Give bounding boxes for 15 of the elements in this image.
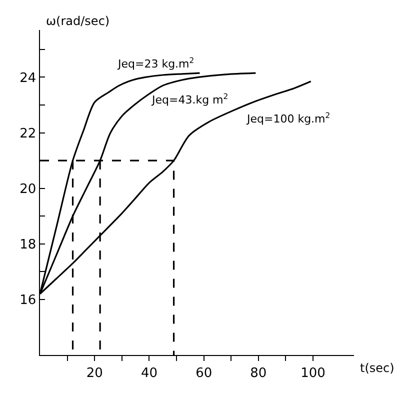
x-tick-label: 80 (250, 366, 267, 381)
series-label: Jeq=100 kg.m$^{2}$ (246, 111, 330, 126)
x-axis-title: t(sec) (360, 361, 394, 375)
y-tick-label: 24 (20, 70, 36, 86)
x-tick-label: 60 (196, 366, 212, 381)
x-tick-label: 40 (140, 366, 158, 381)
x-tick-label: 100 (300, 366, 326, 381)
y-tick-label: 22 (20, 126, 36, 142)
x-tick-label: 20 (86, 366, 103, 381)
y-axis-title: ω(rad/sec) (46, 14, 110, 28)
y-tick-label: 20 (20, 182, 36, 197)
y-tick-label: 18 (20, 237, 36, 252)
series-label: Jeq=43.kg m$^{2}$ (151, 92, 228, 107)
series-label: Jeq=23 kg.m$^{2}$ (117, 56, 194, 71)
y-tick-label: 16 (20, 292, 36, 308)
